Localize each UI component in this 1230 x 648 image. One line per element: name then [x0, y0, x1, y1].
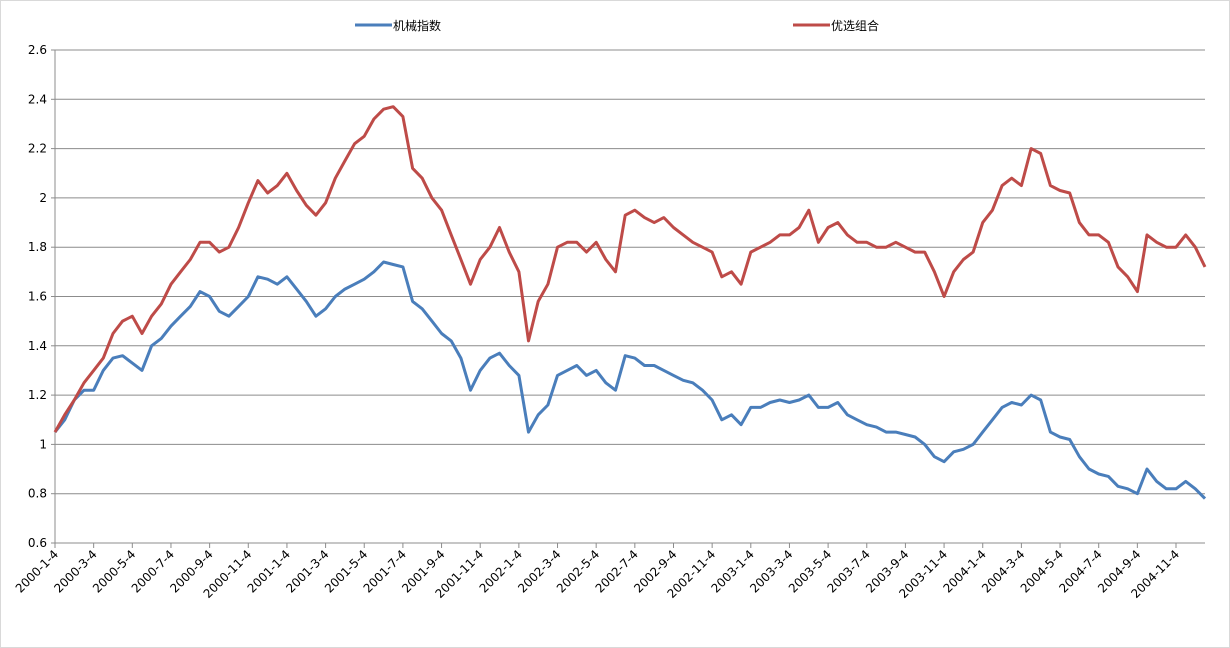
y-tick-label: 2.4 — [28, 92, 47, 106]
legend-label: 优选组合 — [831, 18, 879, 33]
y-tick-label: 2.2 — [28, 142, 47, 156]
series-line — [53, 260, 1207, 500]
y-tick-label: 2 — [39, 191, 47, 205]
y-tick-label: 0.8 — [28, 487, 47, 501]
y-tick-label: 1.6 — [28, 290, 47, 304]
y-tick-label: 1.2 — [28, 388, 47, 402]
y-tick-label: 1.8 — [28, 240, 47, 254]
y-tick-label: 0.6 — [28, 536, 47, 550]
legend-label: 机械指数 — [393, 18, 441, 33]
y-tick-label: 1.4 — [28, 339, 47, 353]
y-tick-label: 2.6 — [28, 43, 47, 57]
y-tick-label: 1 — [39, 437, 47, 451]
series-line — [53, 105, 1207, 433]
